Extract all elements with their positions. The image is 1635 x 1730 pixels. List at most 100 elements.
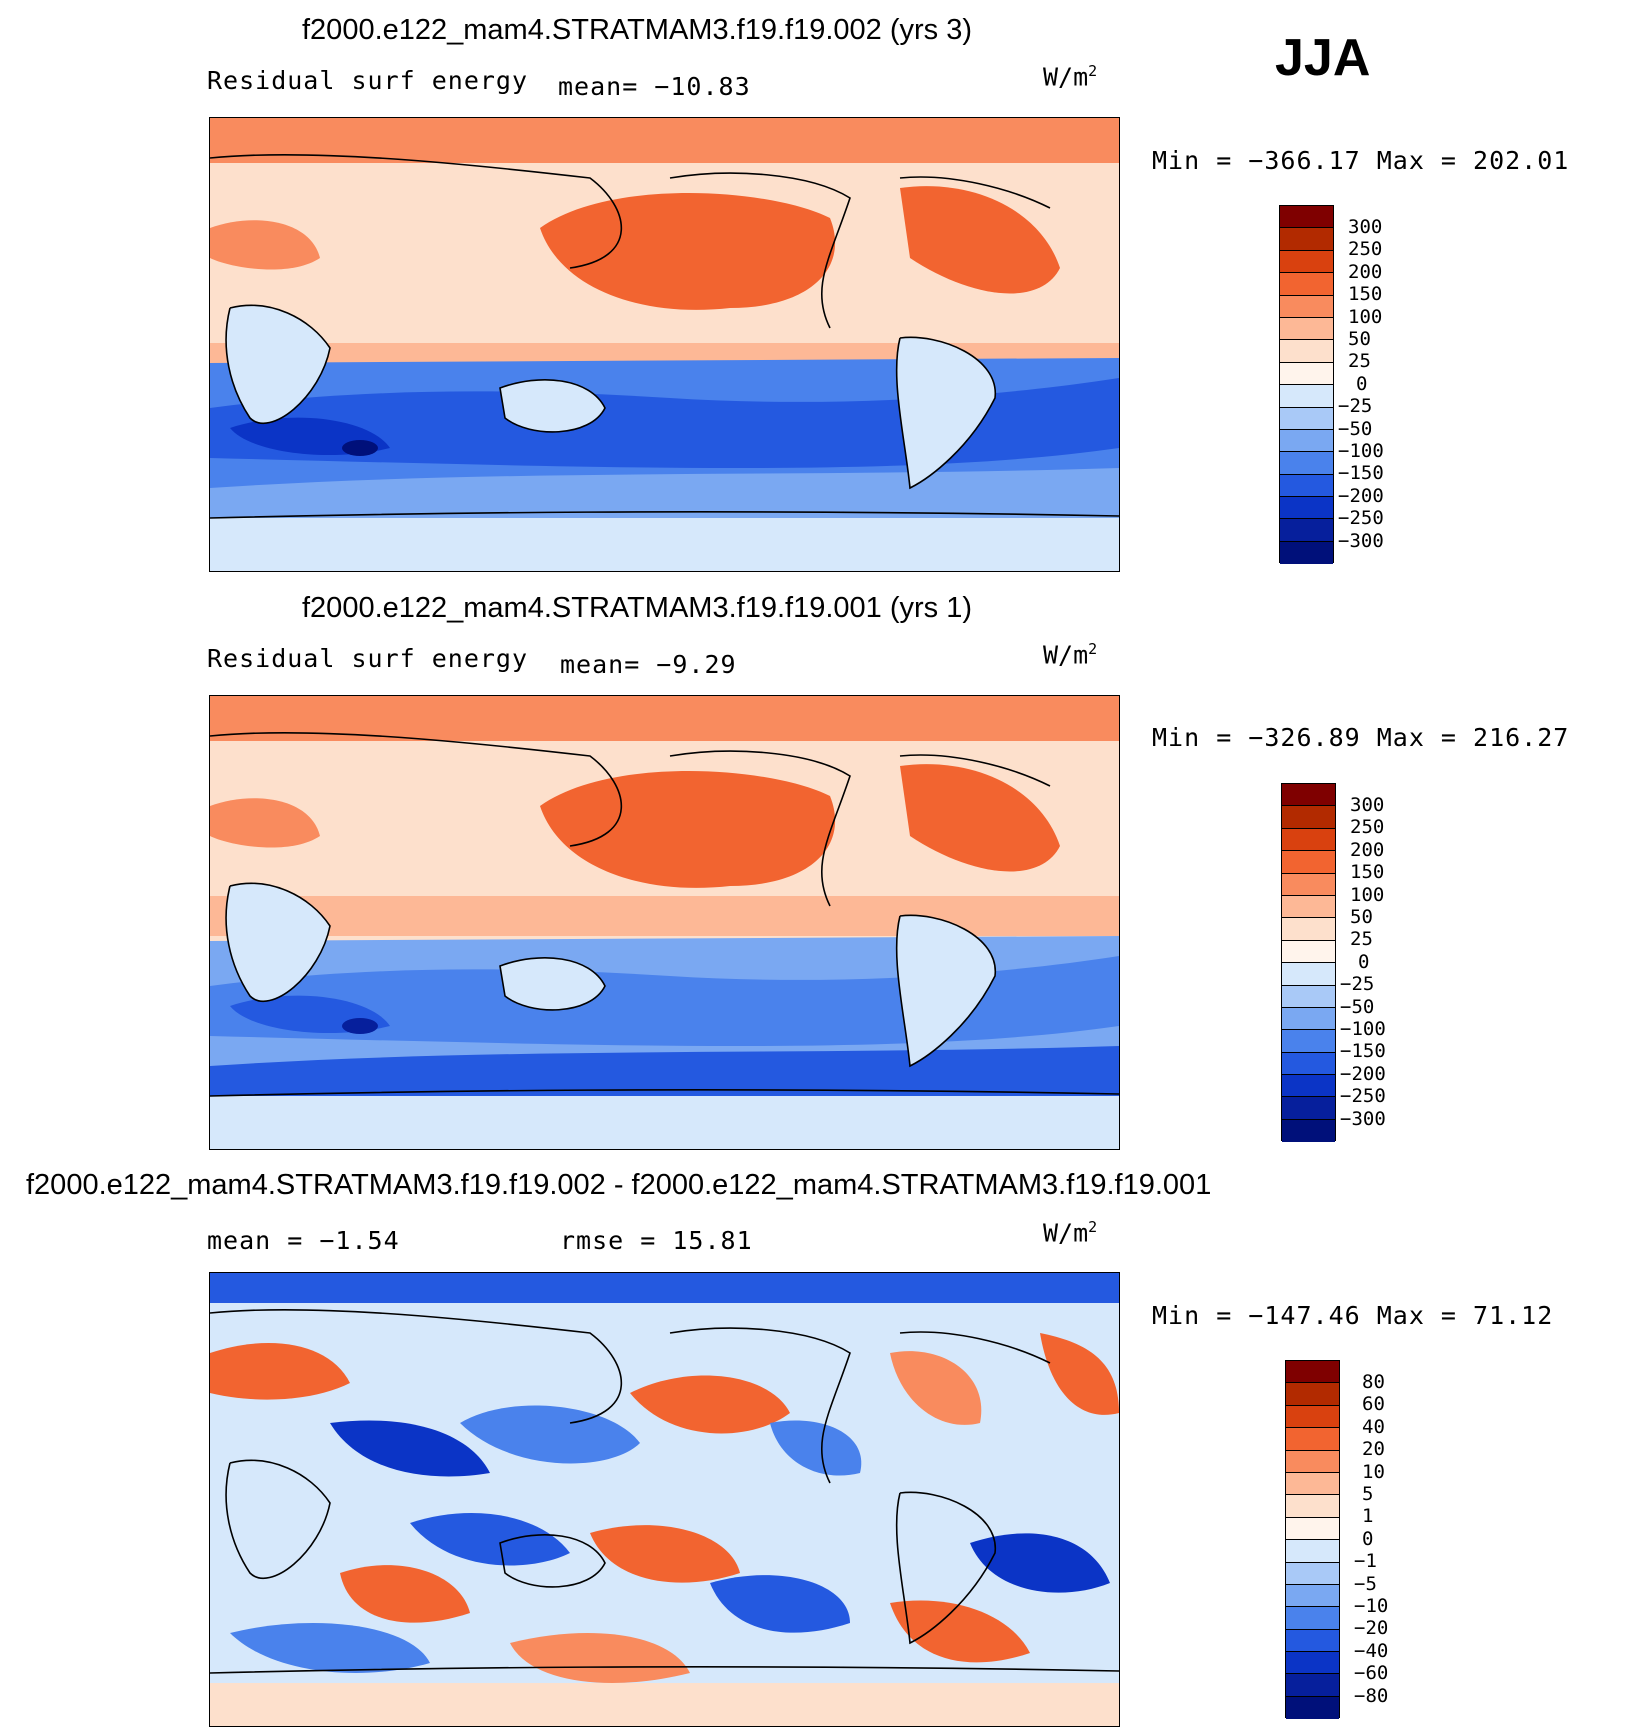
panel1-cb-label: −50: [1338, 418, 1373, 440]
panel2-coastlines: [210, 731, 1119, 1097]
panel1-cb-label: −25: [1338, 395, 1373, 417]
panel3-cb-cell: [1286, 1607, 1339, 1630]
panel3-cb-cell: [1286, 1562, 1339, 1585]
panel3-cb-cell: [1286, 1696, 1339, 1720]
panel3-cb-label: 60: [1362, 1393, 1385, 1415]
panel2-cb-cell: [1282, 851, 1335, 874]
panel1-cb-cell: [1280, 273, 1333, 296]
panel1-cb-cell: [1280, 429, 1333, 453]
panel3-patch: [340, 1565, 470, 1623]
panel3-patch: [330, 1420, 490, 1477]
panel3-cb-cell: [1286, 1383, 1339, 1406]
panel1-minmax: Min = −366.17 Max = 202.01: [1152, 146, 1570, 175]
panel1-title: f2000.e122_mam4.STRATMAM3.f19.f19.002 (y…: [302, 14, 972, 46]
panel1-cb-cell: [1280, 519, 1333, 542]
panel1-colorbar: [1279, 205, 1334, 565]
panel2-cb-cell: [1282, 918, 1335, 941]
panel3-cb-cell: [1286, 1495, 1339, 1518]
panel2-minmax: Min = −326.89 Max = 216.27: [1152, 723, 1570, 752]
panel2-cb-cell: [1282, 985, 1335, 1008]
panel1-cb-label: 300: [1348, 216, 1383, 238]
panel1-south-america: [896, 337, 996, 488]
panel2-tropics: [210, 896, 1119, 936]
panel3-patch: [510, 1633, 690, 1683]
season-label: JJA: [1275, 29, 1371, 87]
panel1-variable: Residual surf energy: [207, 66, 529, 95]
panel1-cb-label: 100: [1348, 306, 1383, 328]
panel3-cb-label: −5: [1354, 1573, 1377, 1595]
panel2-cb-cell: [1282, 940, 1335, 964]
panel2-north-pacific-high: [540, 771, 836, 888]
panel2-cb-cell: [1282, 895, 1335, 919]
panel1-cb-cell: [1280, 340, 1333, 363]
panel3-cb-cell: [1286, 1472, 1339, 1496]
panel1-cb-cell: [1280, 206, 1333, 229]
panel3-colorbar: [1285, 1360, 1340, 1720]
panel1-mean: mean= −10.83: [558, 72, 751, 101]
panel1-tropics: [210, 343, 1119, 363]
panel1-southern-edge: [210, 468, 1119, 518]
panel1-cb-label: −250: [1338, 507, 1384, 529]
panel2-north-atlantic-high: [900, 764, 1060, 872]
panel3-cb-label: 20: [1362, 1438, 1385, 1460]
panel2-cb-cell: [1282, 806, 1335, 829]
panel2-cb-label: −250: [1340, 1085, 1386, 1107]
panel3-patch: [1040, 1333, 1119, 1415]
panel2-map: [209, 695, 1120, 1150]
panel2-cb-label: −300: [1340, 1108, 1386, 1130]
panel2-cb-cell: [1282, 1075, 1335, 1098]
panel2-southern-core: [210, 956, 1119, 1046]
panel1-coastlines: [210, 153, 1119, 519]
panel2-cb-cell: [1282, 873, 1335, 896]
panel3-arctic-band: [210, 1273, 1119, 1303]
panel3-minmax: Min = −147.46 Max = 71.12: [1152, 1301, 1554, 1330]
panel2-cb-label: −200: [1340, 1063, 1386, 1085]
panel2-cb-label: 250: [1350, 816, 1385, 838]
panel3-cb-label: 40: [1362, 1416, 1385, 1438]
panel1-cb-label: 250: [1348, 238, 1383, 260]
panel3-units: W/m2: [1043, 1218, 1098, 1248]
panel2-mean: mean= −9.29: [560, 650, 737, 679]
panel2-cb-label: 100: [1350, 884, 1385, 906]
panel3-cb-cell: [1286, 1428, 1339, 1451]
panel1-cb-label: 0: [1356, 373, 1368, 395]
panel3-patch: [590, 1525, 740, 1583]
panel2-cb-label: 50: [1350, 906, 1373, 928]
panel2-arctic-band: [210, 696, 1119, 741]
panel2-cb-label: −50: [1340, 996, 1375, 1018]
panel1-cb-label: −200: [1338, 485, 1384, 507]
panel2-variable: Residual surf energy: [207, 644, 529, 673]
panel3-cb-label: 5: [1362, 1483, 1374, 1505]
panel3-cb-cell: [1286, 1652, 1339, 1675]
panel2-cb-label: 300: [1350, 794, 1385, 816]
panel1-cb-cell: [1280, 407, 1333, 430]
panel3-cb-label: −1: [1354, 1550, 1377, 1572]
panel1-cb-cell: [1280, 228, 1333, 251]
panel1-cb-label: −100: [1338, 440, 1384, 462]
panel1-cb-label: 25: [1348, 350, 1371, 372]
panel2-cb-cell: [1282, 1052, 1335, 1076]
panel1-cb-cell: [1280, 474, 1333, 498]
panel3-patch: [710, 1575, 850, 1633]
panel1-map: [209, 117, 1120, 572]
panel3-cb-cell: [1286, 1674, 1339, 1697]
panel1-cb-cell: [1280, 541, 1333, 565]
panel1-mediterranean: [210, 220, 320, 270]
panel3-cb-label: 1: [1362, 1505, 1374, 1527]
panel3-patch: [970, 1533, 1110, 1593]
panel3-patch: [410, 1513, 570, 1566]
panel3-cb-label: −20: [1354, 1617, 1389, 1639]
panel1-units: W/m2: [1043, 62, 1098, 92]
panel3-coastlines: [210, 1308, 1119, 1674]
panel2-title: f2000.e122_mam4.STRATMAM3.f19.f19.001 (y…: [302, 592, 972, 624]
panel1-cb-label: −300: [1338, 530, 1384, 552]
panel1-north-pacific-high: [540, 193, 836, 310]
panel3-patch: [210, 1343, 350, 1400]
panel3-cb-cell: [1286, 1517, 1339, 1541]
panel3-cb-label: −10: [1354, 1595, 1389, 1617]
panel1-cb-label: 150: [1348, 283, 1383, 305]
panel3-patch: [630, 1375, 790, 1434]
panel2-deep-minimum: [342, 1018, 378, 1034]
panel3-cb-cell: [1286, 1361, 1339, 1384]
panel3-cb-cell: [1286, 1450, 1339, 1473]
